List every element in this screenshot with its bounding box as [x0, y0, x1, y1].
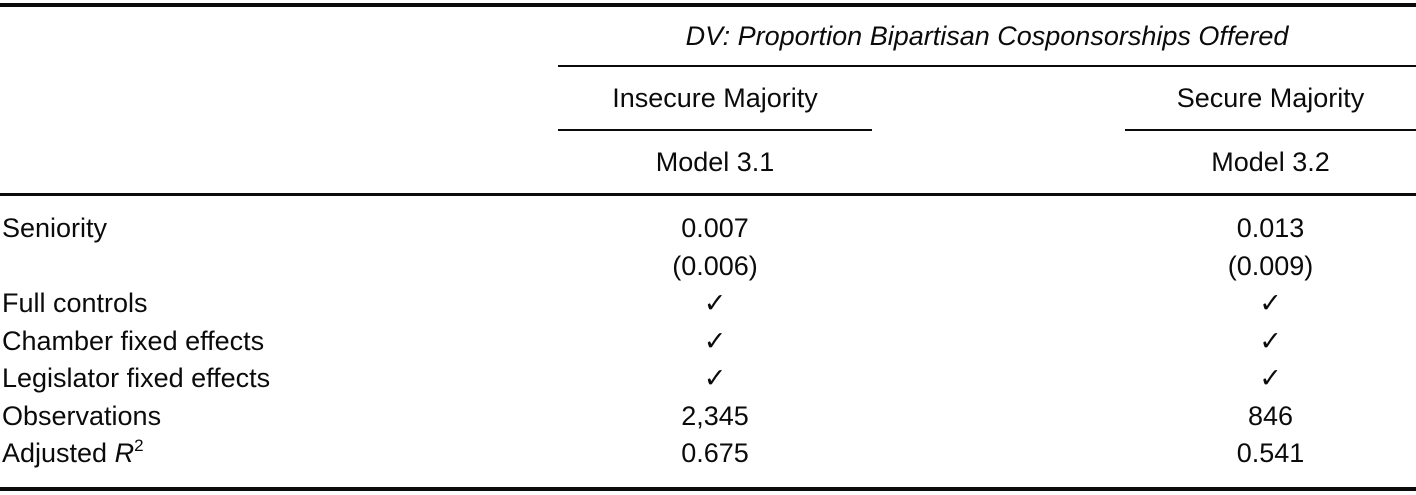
checkmark-icon: ✓ — [703, 325, 727, 356]
checkmark-icon: ✓ — [1259, 288, 1282, 319]
adjusted-r2-prefix: Adjusted — [2, 438, 115, 469]
dv-header: DV: Proportion Bipartisan Cosponsorships… — [558, 7, 1416, 67]
cell-model-3-1: 0.007 — [681, 213, 749, 244]
top-rule — [0, 3, 1416, 7]
column-group-insecure-majority: Insecure Majority — [558, 67, 872, 131]
model-header-row: Model 3.1 Model 3.2 — [0, 131, 1416, 193]
mid-rule — [0, 193, 1416, 196]
checkmark-icon: ✓ — [1259, 363, 1282, 394]
row-seniority: Seniority 0.007 0.013 — [0, 210, 1416, 248]
row-adjusted-r2: Adjusted R2 0.675 0.541 — [0, 435, 1416, 473]
cell-model-3-2: 846 — [1247, 400, 1294, 431]
row-full-controls: Full controls ✓ ✓ — [0, 285, 1416, 323]
adjusted-r2-superscript: 2 — [134, 436, 144, 456]
row-seniority-std-error: (0.006) (0.009) — [0, 248, 1416, 286]
row-label: Full controls — [2, 288, 148, 319]
table-body: Seniority 0.007 0.013 (0.006) (0.009) Fu… — [0, 196, 1416, 473]
cell-model-3-2: 0.541 — [1236, 438, 1305, 469]
checkmark-icon: ✓ — [1259, 325, 1282, 356]
column-group-row: Insecure Majority Secure Majority — [0, 67, 1416, 131]
cell-model-3-2: (0.009) — [1227, 250, 1314, 281]
cell-model-3-1: (0.006) — [672, 250, 758, 281]
row-label: Adjusted R2 — [0, 436, 558, 469]
model-header-3-2: Model 3.2 — [1211, 146, 1330, 177]
column-group-secure-majority: Secure Majority — [1125, 67, 1416, 131]
cell-model-3-1: 0.675 — [681, 438, 749, 469]
cell-model-3-2: 0.013 — [1236, 213, 1305, 244]
adjusted-r2-symbol: R — [114, 438, 135, 469]
cell-model-3-1: 2,345 — [681, 400, 749, 431]
row-chamber-fixed-effects: Chamber fixed effects ✓ ✓ — [0, 323, 1416, 361]
model-header-3-1: Model 3.1 — [655, 146, 775, 177]
row-legislator-fixed-effects: Legislator fixed effects ✓ ✓ — [0, 360, 1416, 398]
checkmark-icon: ✓ — [703, 363, 727, 394]
checkmark-icon: ✓ — [703, 288, 727, 319]
row-label: Observations — [2, 400, 162, 431]
bottom-rule — [0, 486, 1416, 491]
row-observations: Observations 2,345 846 — [0, 398, 1416, 436]
row-label: Legislator fixed effects — [2, 363, 271, 394]
row-label: Chamber fixed effects — [2, 325, 265, 356]
dv-header-row: DV: Proportion Bipartisan Cosponsorships… — [0, 7, 1416, 67]
row-label: Seniority — [2, 213, 108, 244]
